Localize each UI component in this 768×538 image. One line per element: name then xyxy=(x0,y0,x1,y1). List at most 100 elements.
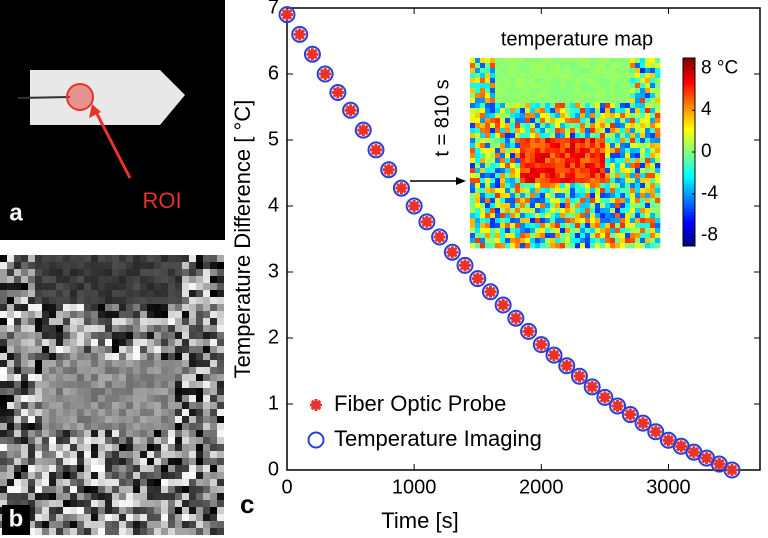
noise-cell xyxy=(182,325,189,332)
noise-cell xyxy=(147,262,154,269)
inset-title: temperature map xyxy=(501,28,653,50)
heatmap-cell xyxy=(650,98,656,104)
heatmap-cell xyxy=(605,183,611,189)
noise-cell xyxy=(21,283,28,290)
heatmap-cell xyxy=(620,193,626,199)
heatmap-cell xyxy=(645,68,651,74)
heatmap-cell xyxy=(615,88,621,94)
heatmap-cell xyxy=(535,223,541,229)
noise-cell xyxy=(63,262,70,269)
heatmap-cell xyxy=(475,233,481,239)
noise-cell xyxy=(217,402,224,409)
noise-cell xyxy=(28,521,35,528)
heatmap-cell xyxy=(525,223,531,229)
heatmap-cell xyxy=(550,218,556,224)
heatmap-cell xyxy=(540,73,546,79)
noise-cell xyxy=(14,437,21,444)
heatmap-cell xyxy=(575,183,581,189)
noise-cell xyxy=(210,458,217,465)
noise-cell xyxy=(126,346,133,353)
noise-cell xyxy=(147,339,154,346)
noise-cell xyxy=(168,290,175,297)
noise-cell xyxy=(98,332,105,339)
circle-marker xyxy=(456,256,474,274)
heatmap-cell xyxy=(475,173,481,179)
heatmap-cell xyxy=(485,73,491,79)
heatmap-cell xyxy=(555,123,561,129)
heatmap-cell xyxy=(650,213,656,219)
heatmap-cell xyxy=(570,128,576,134)
noise-cell xyxy=(7,262,14,269)
heatmap-cell xyxy=(585,233,591,239)
heatmap-cell xyxy=(620,213,626,219)
heatmap-cell xyxy=(555,168,561,174)
noise-cell xyxy=(126,458,133,465)
heatmap-cell xyxy=(635,173,641,179)
noise-cell xyxy=(161,500,168,507)
heatmap-cell xyxy=(490,183,496,189)
heatmap-cell xyxy=(610,103,616,109)
heatmap-cell xyxy=(615,123,621,129)
heatmap-cell xyxy=(560,158,566,164)
heatmap-cell xyxy=(525,78,531,84)
heatmap-cell xyxy=(495,218,501,224)
heatmap-cell xyxy=(530,93,536,99)
heatmap-cell xyxy=(500,68,506,74)
heatmap-cell xyxy=(500,108,506,114)
noise-cell xyxy=(91,283,98,290)
noise-cell xyxy=(35,416,42,423)
heatmap-cell xyxy=(625,143,631,149)
heatmap-cell xyxy=(595,113,601,119)
noise-cell xyxy=(203,500,210,507)
y-axis-label: Temperature Difference [ °C] xyxy=(230,100,255,379)
heatmap-cell xyxy=(580,203,586,209)
heatmap-cell xyxy=(635,153,641,159)
heatmap-cell xyxy=(600,238,606,244)
heatmap-cell xyxy=(480,143,486,149)
heatmap-cell xyxy=(530,158,536,164)
heatmap-cell xyxy=(620,93,626,99)
heatmap-cell xyxy=(505,223,511,229)
noise-cell xyxy=(35,444,42,451)
noise-cell xyxy=(21,353,28,360)
noise-cell xyxy=(189,290,196,297)
noise-cell xyxy=(49,451,56,458)
heatmap-cell xyxy=(650,93,656,99)
star-marker xyxy=(319,68,332,80)
circle-marker xyxy=(647,423,665,441)
noise-cell xyxy=(161,262,168,269)
noise-cell xyxy=(14,402,21,409)
heatmap-cell xyxy=(585,223,591,229)
heatmap-cell xyxy=(475,218,481,224)
heatmap-cell xyxy=(655,178,661,184)
noise-cell xyxy=(189,479,196,486)
heatmap-cell xyxy=(480,153,486,159)
noise-cell xyxy=(63,465,70,472)
heatmap-cell xyxy=(535,178,541,184)
noise-cell xyxy=(133,262,140,269)
heatmap-cell xyxy=(610,163,616,169)
heatmap-cell xyxy=(615,233,621,239)
noise-cell xyxy=(168,423,175,430)
noise-cell xyxy=(77,388,84,395)
x-tick-label: 3000 xyxy=(646,476,691,498)
heatmap-cell xyxy=(525,98,531,104)
noise-cell xyxy=(133,444,140,451)
heatmap-cell xyxy=(580,168,586,174)
noise-cell xyxy=(91,444,98,451)
noise-cell xyxy=(133,493,140,500)
noise-cell xyxy=(42,353,49,360)
heatmap-cell xyxy=(555,63,561,69)
colorbar-cell xyxy=(683,208,695,213)
noise-cell xyxy=(84,367,91,374)
heatmap-cell xyxy=(650,173,656,179)
colorbar-cell xyxy=(683,164,695,169)
heatmap-cell xyxy=(565,58,571,64)
noise-cell xyxy=(147,346,154,353)
noise-cell xyxy=(112,472,119,479)
noise-cell xyxy=(77,297,84,304)
noise-cell xyxy=(0,374,7,381)
heatmap-cell xyxy=(495,213,501,219)
heatmap-cell xyxy=(620,238,626,244)
noise-cell xyxy=(14,409,21,416)
